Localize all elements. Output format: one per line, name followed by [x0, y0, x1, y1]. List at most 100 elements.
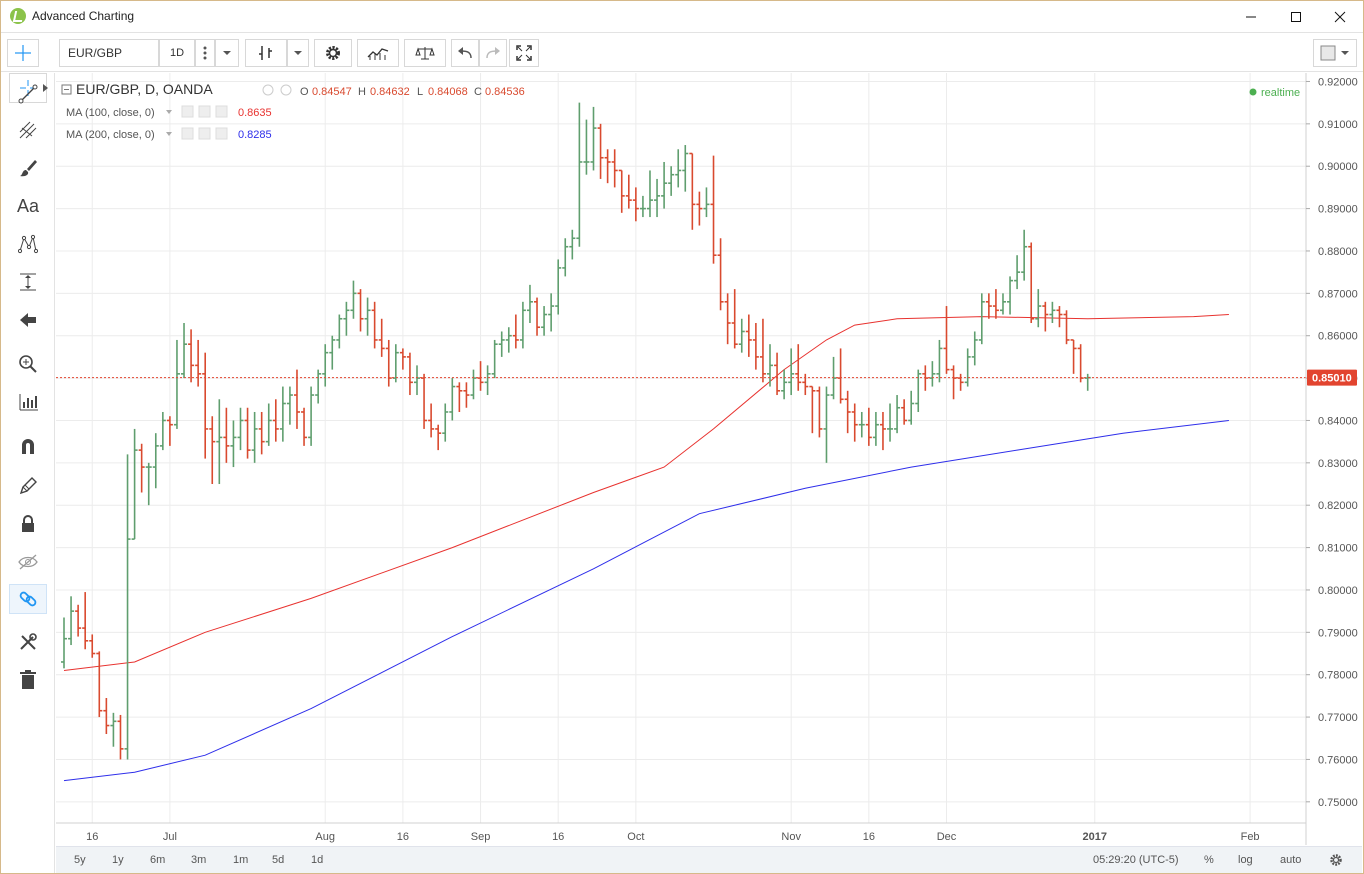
hide-tool[interactable]: [9, 547, 47, 577]
legend-gear-icon[interactable]: [280, 84, 292, 96]
brush-tool[interactable]: [9, 153, 47, 183]
ohlc-bar: [731, 289, 738, 349]
magnet-tool[interactable]: [9, 431, 47, 461]
ohlc-bar: [82, 592, 89, 650]
symbol-input[interactable]: EUR/GBP: [59, 39, 159, 67]
close-icon[interactable]: [1317, 1, 1363, 32]
range-1y[interactable]: 1y: [112, 854, 124, 866]
price-tick-label: 0.84000: [1318, 415, 1358, 427]
magnet-chart-tool[interactable]: [9, 387, 47, 417]
chevron-down-icon[interactable]: [166, 110, 172, 114]
trend-line-tool[interactable]: [9, 79, 47, 109]
range-6m[interactable]: 6m: [150, 854, 166, 866]
interval-button[interactable]: 1D: [159, 39, 195, 67]
time-tick-label: Jul: [163, 831, 177, 843]
redo-button[interactable]: [479, 39, 507, 67]
bar-style-dropdown[interactable]: [287, 39, 309, 67]
arrow-tool[interactable]: [9, 305, 47, 335]
compare-icon: [415, 47, 435, 60]
ohlc-bar: [223, 407, 230, 463]
range-5y[interactable]: 5y: [74, 854, 86, 866]
ohlc-bar: [936, 339, 943, 383]
lock-tool[interactable]: [9, 509, 47, 539]
measure-tool[interactable]: [9, 267, 47, 297]
ohlc-bar: [999, 293, 1006, 315]
time-axis[interactable]: 16 Jul Aug 16 Sep 16 Oct Nov 16 Dec 2017 Feb: [86, 831, 1259, 843]
time-tick-label: 16: [552, 831, 564, 843]
pitchfork-tool[interactable]: [9, 115, 47, 145]
gear-icon[interactable]: [1329, 853, 1343, 867]
settings-button[interactable]: [314, 39, 352, 67]
ohlc-bar: [505, 327, 512, 353]
maximize-icon[interactable]: [1273, 1, 1319, 32]
text-tool[interactable]: Aa: [9, 191, 47, 221]
zoom-tool[interactable]: [9, 349, 47, 379]
legend-low-value: 0.84068: [428, 86, 468, 98]
chevron-down-icon[interactable]: [166, 132, 172, 136]
range-1d[interactable]: 1d: [311, 854, 324, 866]
ohlc-bar: [456, 382, 463, 412]
undo-button[interactable]: [451, 39, 479, 67]
ohlc-bar: [985, 293, 992, 319]
eye-icon[interactable]: [181, 105, 194, 118]
time-tick-label: 16: [863, 831, 875, 843]
indicators-button[interactable]: [357, 39, 399, 67]
ohlc-bar: [710, 155, 717, 264]
ohlc-bar: [682, 145, 689, 192]
ohlc-bar: [625, 174, 632, 209]
ohlc-bar: [512, 314, 519, 349]
ohlc-bar: [618, 169, 625, 213]
ohlc-bar: [703, 187, 710, 218]
ohlc-bar: [428, 403, 435, 438]
more-vertical-icon[interactable]: [195, 39, 215, 67]
collapse-legend-icon[interactable]: [61, 84, 72, 95]
ohlc-bar: [929, 361, 936, 387]
tools-tool[interactable]: [9, 627, 47, 657]
link-tool[interactable]: [9, 584, 47, 614]
legend-eye-icon[interactable]: [262, 84, 274, 96]
crosshair-mode-button[interactable]: [7, 39, 39, 67]
symbol-label: EUR/GBP: [68, 46, 123, 60]
ohlc-bar: [181, 323, 188, 379]
ohlc-bar: [675, 149, 682, 188]
ohlc-bar: [851, 403, 858, 442]
bar-style-button[interactable]: [245, 39, 287, 67]
log-toggle[interactable]: log: [1238, 854, 1253, 866]
range-5d[interactable]: 5d: [272, 854, 285, 866]
ohlc-bar: [738, 318, 745, 353]
pencil-tool[interactable]: [9, 471, 47, 501]
price-axis[interactable]: 0.92000 0.91000 0.90000 0.89000 0.88000 0.870…: [1306, 76, 1358, 809]
gear-icon[interactable]: [198, 105, 211, 118]
ohlc-bar: [1056, 306, 1063, 328]
compare-button[interactable]: [404, 39, 446, 67]
ohlc-bar: [145, 462, 152, 506]
eye-icon[interactable]: [181, 127, 194, 140]
layout-square-icon: [1320, 45, 1349, 61]
auto-toggle[interactable]: auto: [1280, 854, 1302, 866]
close-icon[interactable]: [215, 105, 228, 118]
fullscreen-button[interactable]: [509, 39, 539, 67]
gear-icon[interactable]: [198, 127, 211, 140]
chevron-down-icon: [294, 51, 302, 55]
ohlc-bar: [301, 407, 308, 446]
ohlc-bar: [844, 390, 851, 434]
ohlc-bar: [414, 365, 420, 396]
ohlc-bar: [477, 361, 484, 391]
interval-dropdown[interactable]: [215, 39, 239, 67]
close-icon[interactable]: [215, 127, 228, 140]
layout-button[interactable]: [1313, 39, 1357, 67]
ohlc-bar: [350, 280, 357, 319]
range-3m[interactable]: 3m: [191, 854, 207, 866]
percent-toggle[interactable]: %: [1204, 854, 1214, 866]
legend-l-label: L: [417, 86, 423, 98]
minimize-icon[interactable]: [1228, 1, 1274, 32]
price-chart[interactable]: 0.92000 0.91000 0.90000 0.89000 0.88000 0.870…: [56, 73, 1362, 845]
trash-tool[interactable]: [9, 665, 47, 695]
tool-expand-arrow[interactable]: [41, 79, 49, 97]
ohlc-bar: [823, 386, 830, 463]
range-1m[interactable]: 1m: [233, 854, 249, 866]
ohlc-bar: [343, 301, 350, 336]
pattern-tool[interactable]: [9, 229, 47, 259]
ohlc-bar: [272, 399, 279, 442]
title-bar: Advanced Charting: [1, 1, 1363, 32]
